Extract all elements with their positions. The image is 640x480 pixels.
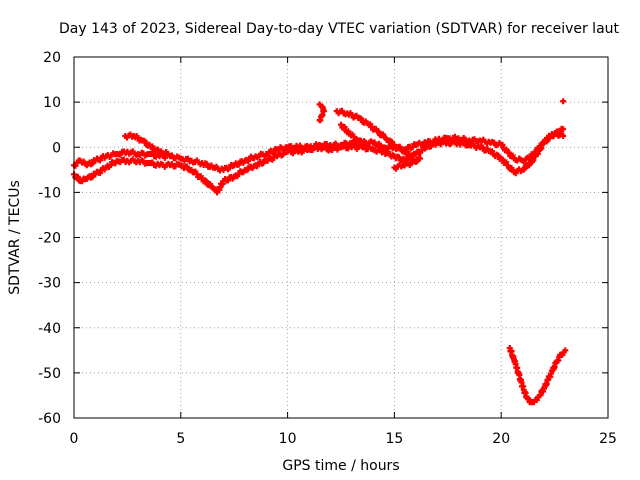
data-point-trail — [521, 154, 531, 165]
data-point — [560, 132, 567, 139]
data-point-trail — [505, 164, 516, 173]
data-point-trail — [200, 160, 215, 171]
x-tick-label: 20 — [492, 431, 510, 447]
series-outlier-23h — [560, 98, 567, 105]
y-tick-label: -50 — [38, 366, 61, 382]
data-point-trail — [393, 143, 403, 151]
data-point-trail — [317, 113, 325, 124]
data-points — [71, 98, 569, 406]
data-point — [406, 151, 413, 158]
data-point-trail — [232, 158, 247, 168]
data-point-trail — [126, 148, 140, 159]
data-point-trail — [414, 144, 428, 156]
series-deep-v — [506, 345, 569, 406]
x-tick-label: 0 — [70, 431, 79, 447]
data-point — [363, 141, 370, 148]
data-point-trail — [222, 173, 236, 184]
y-axis-label: SDTVAR / TECUs — [7, 180, 23, 295]
data-point-trail — [126, 156, 140, 166]
data-point-trail — [254, 150, 268, 161]
data-point-trail — [499, 156, 510, 166]
series-spike-11-5h — [316, 101, 327, 124]
data-point-trail — [319, 103, 327, 112]
data-point-trail — [375, 128, 388, 140]
data-point-trail — [93, 165, 108, 176]
data-point-trail — [115, 148, 129, 158]
x-tick-label: 5 — [176, 431, 185, 447]
x-tick-label: 15 — [385, 431, 403, 447]
data-point-trail — [525, 395, 533, 406]
data-point-trail — [190, 157, 204, 168]
x-axis-label: GPS time / hours — [282, 458, 399, 474]
data-point-trail — [72, 157, 82, 169]
y-tick-label: 0 — [52, 140, 61, 156]
series-dip-15h — [391, 154, 424, 172]
data-point-trail — [158, 160, 172, 170]
data-point — [562, 347, 569, 354]
y-tick-label: -40 — [38, 321, 61, 337]
data-point-trail — [392, 153, 407, 164]
y-tick-label: -20 — [38, 231, 61, 247]
data-point-trail — [307, 144, 321, 153]
data-point-trail — [319, 108, 327, 118]
data-point-trail — [104, 159, 119, 171]
data-point-trail — [147, 159, 161, 169]
data-point-trail — [499, 141, 510, 154]
data-point-trail — [140, 137, 153, 149]
x-tick-label: 25 — [599, 431, 617, 447]
data-point-trail — [533, 393, 542, 404]
data-point-trail — [555, 130, 565, 139]
y-tick-label: -30 — [38, 276, 61, 292]
data-point-trail — [424, 140, 439, 150]
data-point-trail — [115, 156, 129, 166]
data-point-trail — [393, 161, 405, 172]
x-tick-label: 10 — [279, 431, 297, 447]
data-point-trail — [189, 168, 204, 181]
data-point-trail — [489, 138, 503, 149]
y-tick-label: -10 — [38, 185, 61, 201]
data-point-trail — [446, 138, 460, 148]
data-point-trail — [512, 155, 524, 164]
data-point — [560, 98, 567, 105]
y-tick-label: 20 — [43, 50, 61, 66]
data-point-trail — [79, 175, 89, 185]
data-point-trail — [339, 123, 352, 136]
data-point-trail — [232, 168, 247, 180]
data-point — [316, 101, 323, 108]
data-point — [560, 126, 567, 133]
data-point-trail — [367, 121, 379, 133]
data-point — [164, 151, 171, 158]
y-tick-label: -60 — [38, 411, 61, 427]
data-point-trail — [559, 349, 567, 358]
data-point-trail — [401, 159, 413, 169]
data-point-trail — [149, 143, 162, 155]
data-point-trail — [382, 149, 396, 160]
y-tick-label: 10 — [43, 95, 61, 111]
data-point-trail — [211, 163, 225, 174]
data-point-trail — [345, 110, 360, 121]
data-point — [417, 155, 424, 162]
chart-title: Day 143 of 2023, Sidereal Day-to-day VTE… — [59, 21, 620, 37]
series-arc-12h — [333, 107, 413, 158]
data-point-trail — [350, 142, 364, 152]
data-point-trail — [158, 148, 170, 158]
axis-ticks: 0 5 10 15 20 25 20 10 0 -10 -20 -30 -40 -50 -60 — [38, 50, 617, 447]
data-point-trail — [147, 150, 161, 160]
data-point-trail — [512, 166, 524, 177]
series-arc-2h — [122, 131, 171, 158]
data-point-trail — [339, 142, 353, 152]
data-point-trail — [529, 399, 537, 406]
data-point-trail — [93, 153, 108, 164]
data-point-trail — [548, 130, 559, 140]
data-point-trail — [243, 153, 258, 165]
data-point-trail — [286, 147, 300, 157]
data-point-trail — [555, 125, 565, 135]
data-point-trail — [200, 177, 215, 190]
data-point-trail — [79, 158, 89, 167]
series-arc-12-5h — [338, 121, 370, 148]
data-point-trail — [211, 186, 219, 193]
data-point-trail — [521, 163, 531, 173]
data-point-trail — [505, 149, 516, 160]
